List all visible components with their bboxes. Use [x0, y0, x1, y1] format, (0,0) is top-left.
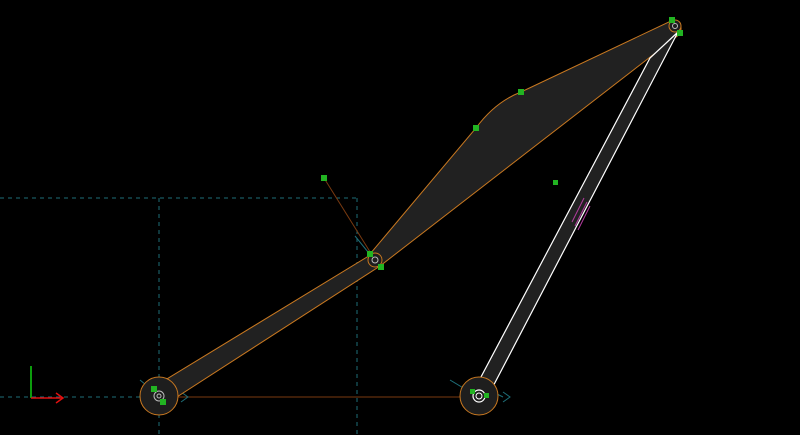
- grip-base-right-1[interactable]: [470, 389, 475, 394]
- base-pivot-left[interactable]: [140, 377, 178, 415]
- grip-base-left-2[interactable]: [160, 399, 166, 405]
- grip-elbow-2[interactable]: [378, 264, 384, 270]
- grip-apex-1[interactable]: [669, 17, 675, 23]
- grip-base-left-1[interactable]: [151, 386, 157, 392]
- grip-free[interactable]: [321, 175, 327, 181]
- grip-upper-2[interactable]: [518, 89, 524, 95]
- upper-link[interactable]: [370, 20, 681, 266]
- grip-apex-2[interactable]: [677, 30, 683, 36]
- grip-floating[interactable]: [553, 180, 558, 185]
- reference-guides: [0, 198, 357, 435]
- origin-axes: [31, 366, 63, 403]
- grip-elbow-1[interactable]: [367, 251, 373, 257]
- base-pivot-right[interactable]: [460, 377, 498, 415]
- leader-line: [324, 178, 372, 255]
- grip-upper-1[interactable]: [473, 125, 479, 131]
- lower-link[interactable]: [152, 254, 381, 404]
- grip-base-right-2[interactable]: [484, 393, 489, 398]
